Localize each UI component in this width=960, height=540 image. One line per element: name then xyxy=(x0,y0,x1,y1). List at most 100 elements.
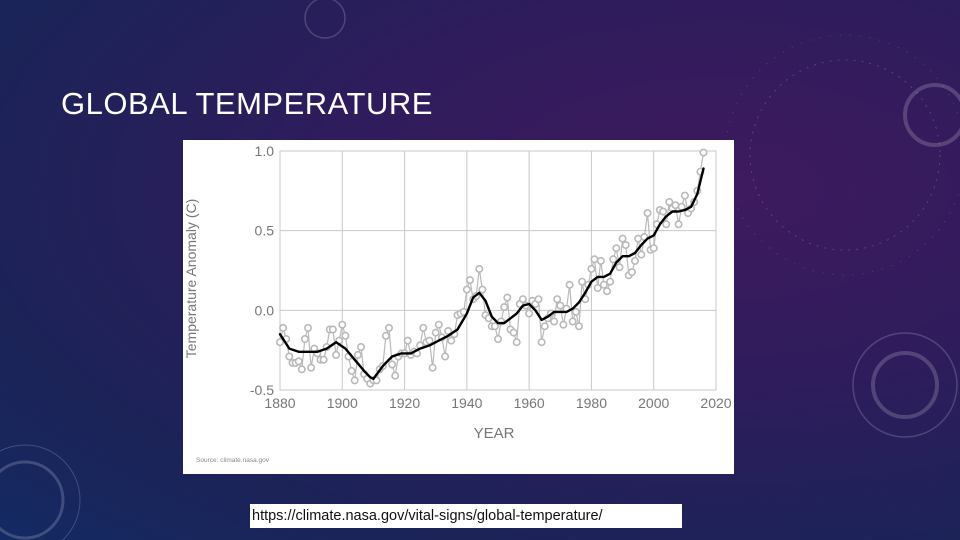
annual-data-point xyxy=(662,220,671,229)
annual-data-point xyxy=(599,280,608,289)
annual-data-point xyxy=(350,376,359,385)
x-tick-label: 1980 xyxy=(576,395,607,411)
annual-data-point xyxy=(391,371,400,380)
annual-data-point xyxy=(294,357,303,366)
annual-data-point xyxy=(300,335,309,344)
annual-data-point xyxy=(525,309,534,318)
annual-data-point xyxy=(643,209,652,218)
annual-data-point xyxy=(665,197,674,206)
annual-data-point xyxy=(493,335,502,344)
annual-data-point xyxy=(512,338,521,347)
annual-data-point xyxy=(297,365,306,374)
annual-data-point xyxy=(388,360,397,369)
annual-data-point xyxy=(478,285,487,294)
annual-data-point xyxy=(565,280,574,289)
annual-data-point xyxy=(634,234,643,243)
annual-series-line xyxy=(279,152,705,385)
slide-title: GLOBAL TEMPERATURE xyxy=(61,86,433,121)
x-tick-label: 1920 xyxy=(389,395,420,411)
annual-data-point xyxy=(285,352,294,361)
annual-data-point xyxy=(593,284,602,293)
annual-data-point xyxy=(680,191,689,200)
annual-data-point xyxy=(606,277,615,286)
annual-data-point xyxy=(699,148,708,157)
annual-data-point xyxy=(615,263,624,272)
annual-data-point xyxy=(465,276,474,285)
annual-data-point xyxy=(444,327,453,336)
annual-data-point xyxy=(574,322,583,331)
x-tick-label: 1880 xyxy=(264,395,295,411)
annual-data-point xyxy=(328,325,337,334)
annual-data-point xyxy=(462,285,471,294)
annual-data-point xyxy=(659,207,668,216)
chart-canvas: 1880 1900 1920 1940 1960 1980 2000 2020 1.0 0.5 0.… xyxy=(183,143,732,464)
annual-data-point xyxy=(428,363,437,372)
annual-data-point xyxy=(571,307,580,316)
annual-data-point xyxy=(447,336,456,345)
annual-data-point xyxy=(674,220,683,229)
annual-data-point xyxy=(381,331,390,340)
annual-data-point xyxy=(276,338,285,347)
annual-data-point xyxy=(490,322,499,331)
annual-data-point xyxy=(618,234,627,243)
annual-data-point xyxy=(441,352,450,361)
annual-data-point xyxy=(332,350,341,359)
annual-data-point xyxy=(534,295,543,304)
annual-data-point xyxy=(347,366,356,375)
x-tick-label: 2020 xyxy=(700,395,731,411)
annual-data-point xyxy=(500,303,509,312)
y-axis-label: Temperature Anomaly (C) xyxy=(183,199,199,359)
smoothed-series-line xyxy=(278,167,705,381)
annual-data-point xyxy=(671,201,680,210)
annual-data-point xyxy=(621,241,630,250)
annual-data-point xyxy=(587,264,596,273)
annual-data-point xyxy=(609,255,618,264)
annual-data-point xyxy=(304,323,313,332)
annual-data-point xyxy=(649,244,658,253)
annual-data-point xyxy=(540,322,549,331)
annual-data-point xyxy=(503,293,512,302)
annual-data-point xyxy=(578,277,587,286)
x-tick-label: 2000 xyxy=(638,395,669,411)
annual-data-point xyxy=(434,320,443,329)
annual-data-point xyxy=(341,331,350,340)
annual-data-point xyxy=(559,320,568,329)
annual-data-point xyxy=(637,250,646,259)
annual-data-point xyxy=(518,295,527,304)
temperature-chart: 1880 1900 1920 1940 1960 1980 2000 2020 1.0 0.5 0.… xyxy=(183,140,734,474)
annual-data-point xyxy=(419,323,428,332)
annual-data-point xyxy=(630,256,639,265)
y-tick-label: -0.5 xyxy=(250,382,274,398)
annual-data-point xyxy=(372,376,381,385)
x-axis-label: YEAR xyxy=(474,425,515,442)
annual-data-point xyxy=(596,256,605,265)
annual-data-point xyxy=(553,295,562,304)
annual-data-point xyxy=(338,320,347,329)
x-tick-label: 1940 xyxy=(451,395,482,411)
y-tick-label: 0.5 xyxy=(255,223,275,239)
annual-data-point xyxy=(319,355,328,364)
annual-data-point xyxy=(537,338,546,347)
annual-data-point xyxy=(279,323,288,332)
annual-data-point xyxy=(357,343,366,352)
x-tick-label: 1960 xyxy=(514,395,545,411)
annual-data-point xyxy=(568,317,577,326)
annual-data-point xyxy=(509,328,518,337)
x-tick-label: 1900 xyxy=(327,395,358,411)
annual-data-point xyxy=(307,363,316,372)
annual-data-point xyxy=(431,328,440,337)
annual-data-point xyxy=(353,350,362,359)
annual-data-point xyxy=(550,317,559,326)
source-url[interactable]: https://climate.nasa.gov/vital-signs/glo… xyxy=(250,504,682,528)
annual-data-point xyxy=(475,264,484,273)
y-tick-label: 0.0 xyxy=(255,302,275,318)
source-note: Source: climate.nasa.gov xyxy=(196,457,270,464)
annual-data-point xyxy=(385,323,394,332)
annual-data-point xyxy=(425,336,434,345)
annual-data-point xyxy=(556,301,565,310)
annual-data-point xyxy=(627,268,636,277)
annual-data-point xyxy=(590,255,599,264)
annual-data-point xyxy=(602,287,611,296)
y-tick-label: 1.0 xyxy=(255,143,275,159)
